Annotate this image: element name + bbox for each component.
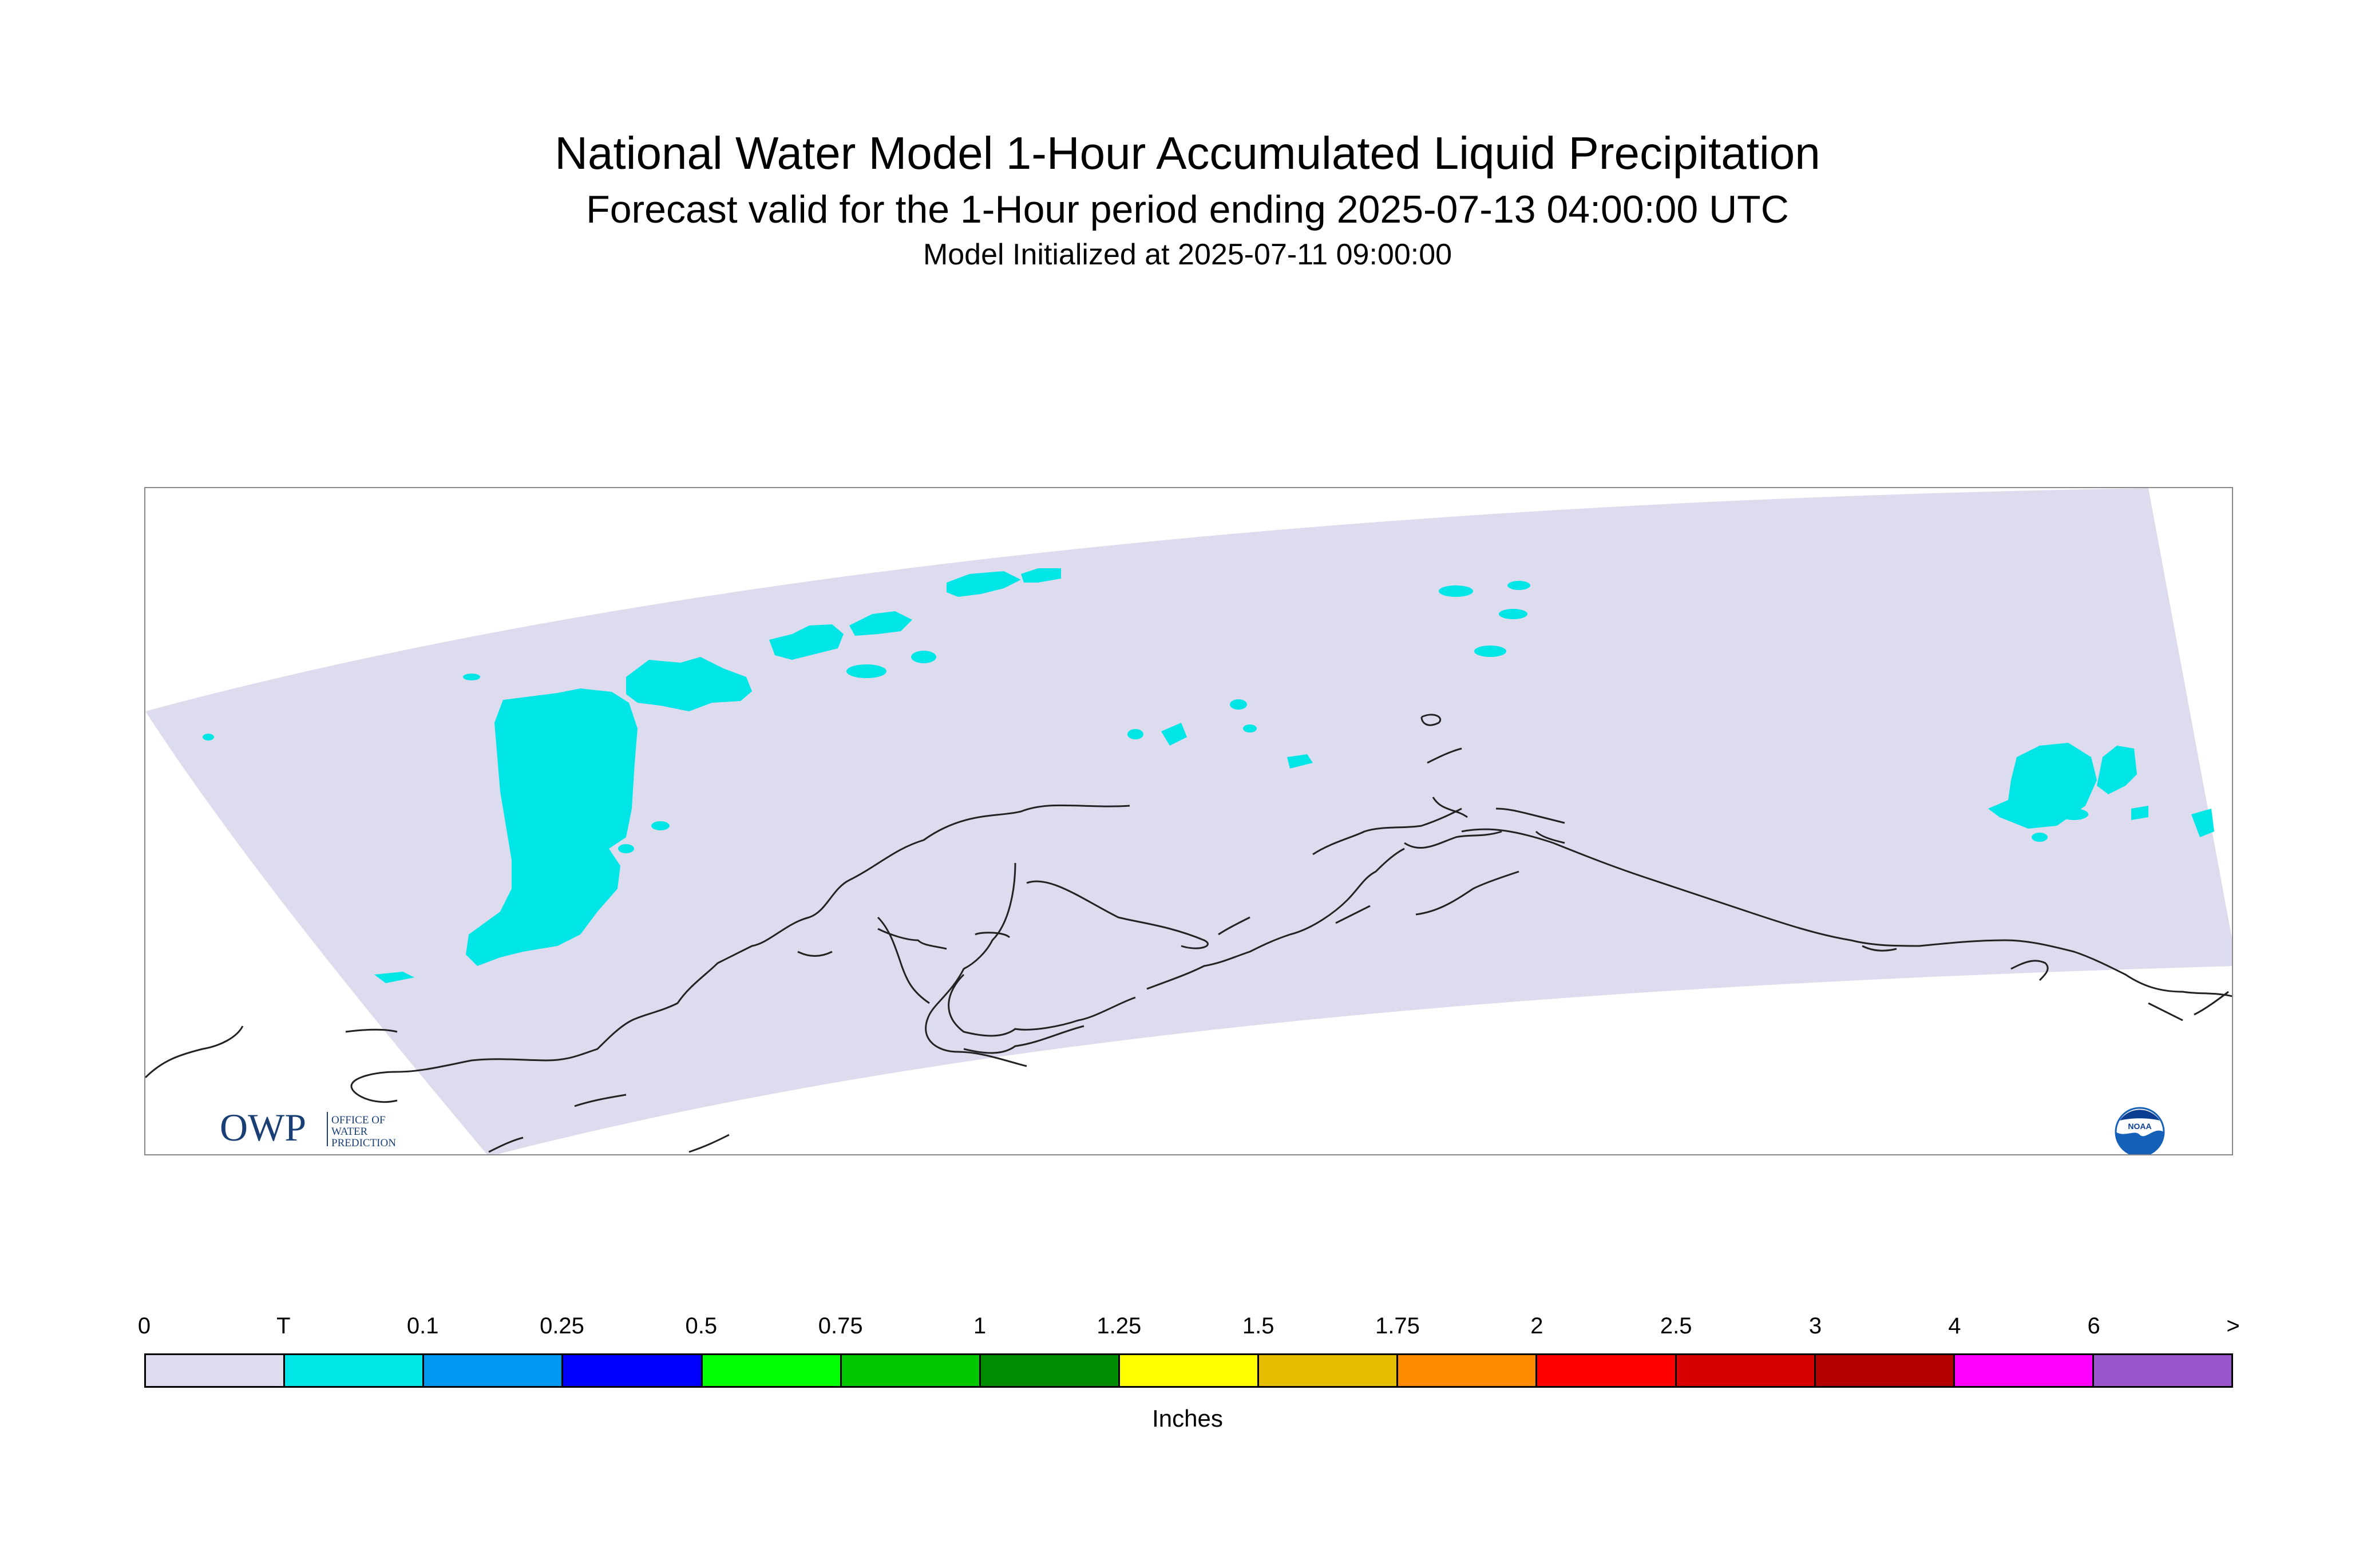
legend-swatch-14	[2093, 1355, 2232, 1386]
legend-tick-label: 2.5	[1660, 1313, 1692, 1339]
legend-swatch-9	[1398, 1355, 1538, 1386]
legend-tick-label: 1.75	[1375, 1313, 1420, 1339]
precipitation-map: OWP OFFICE OF WATER PREDICTION NOAA	[144, 487, 2233, 1155]
precip-cell-small-3	[846, 664, 886, 678]
precip-cell-mid-1	[1161, 723, 1187, 746]
legend-tick-label: 0.1	[406, 1313, 439, 1339]
precip-cell-small-12	[2060, 809, 2088, 820]
legend-tick-label: 6	[2087, 1313, 2100, 1339]
legend-tick-label: 1.5	[1242, 1313, 1274, 1339]
owp-logo-letters: OWP	[220, 1106, 306, 1149]
legend-tick-label: 0.5	[685, 1313, 718, 1339]
model-domain	[145, 488, 2232, 1154]
legend-swatch-6	[980, 1355, 1120, 1386]
noaa-logo-text: NOAA	[2128, 1122, 2151, 1131]
precip-cell-small-9	[1507, 581, 1530, 590]
precip-cell-east-2	[2097, 746, 2137, 794]
legend-swatch-7	[1119, 1355, 1260, 1386]
legend-swatch-11	[1676, 1355, 1816, 1386]
legend-swatch-3	[563, 1355, 703, 1386]
precip-cell-east-3	[2131, 806, 2148, 820]
precip-cell-mid-2	[1287, 754, 1313, 769]
legend-tick-labels: 0 T 0.1 0.25 0.5 0.75 1 1.25 1.5 1.75 2 2.5 3 4 6 >	[138, 1313, 2240, 1342]
precip-cell-north-5	[1021, 568, 1061, 583]
legend-swatch-4	[702, 1355, 842, 1386]
owp-logo-line1: OFFICE OF	[331, 1114, 386, 1126]
precip-cell-small-5	[1127, 729, 1143, 739]
map-subtitle: Forecast valid for the 1-Hour period end…	[586, 188, 1789, 231]
map-title: National Water Model 1-Hour Accumulated …	[555, 128, 1820, 179]
precipitation-areas	[203, 568, 2214, 983]
coastline	[145, 714, 2232, 1153]
precip-cell-small-2	[1474, 646, 1506, 657]
legend-swatch-8	[1259, 1355, 1399, 1386]
legend-swatch-13	[1954, 1355, 2094, 1386]
legend-colorbar	[144, 1353, 2233, 1388]
precip-cell-east-4	[2191, 809, 2214, 837]
precip-cell-small-15	[651, 821, 670, 830]
precip-cell-small-7	[1243, 724, 1257, 732]
precip-cell-east-cluster	[1988, 743, 2097, 829]
precip-cell-north-3	[849, 611, 912, 636]
precip-cell-north-4	[947, 571, 1021, 597]
legend-swatch-1	[285, 1355, 425, 1386]
precip-cell-small-14	[618, 844, 634, 853]
legend-swatch-10	[1537, 1355, 1677, 1386]
legend-tick-label: 0	[137, 1313, 151, 1339]
precip-cell-small-1	[1439, 585, 1473, 597]
legend-tick-label: 3	[1808, 1313, 1822, 1339]
precip-cell-small-10	[463, 674, 480, 680]
precip-cell-north-1	[626, 657, 752, 711]
legend-tick-label: 1	[973, 1313, 987, 1339]
precip-cell-western-band	[466, 688, 638, 966]
legend-units-label: Inches	[1152, 1405, 1223, 1432]
owp-logo-line2: WATER	[331, 1126, 368, 1138]
legend-swatch-0	[146, 1355, 286, 1386]
legend-tick-label: 2	[1530, 1313, 1543, 1339]
precip-cell-small-13	[2032, 833, 2048, 842]
legend-swatch-2	[424, 1355, 564, 1386]
precip-cell-small-8	[1499, 609, 1527, 619]
precip-cell-small-6	[1230, 699, 1247, 710]
model-init-line: Model Initialized at 2025-07-11 09:00:00	[923, 238, 1452, 271]
precip-cell-north-2	[769, 624, 844, 660]
legend-swatch-12	[1815, 1355, 1955, 1386]
map-canvas	[145, 488, 2232, 1154]
precip-cell-small-4	[911, 651, 936, 663]
owp-logo-line3: PREDICTION	[331, 1137, 396, 1149]
legend-tick-label: 0.75	[818, 1313, 863, 1339]
legend-tick-label: 4	[1948, 1313, 1961, 1339]
legend-tick-label: T	[276, 1313, 291, 1339]
legend-tick-label: >	[2226, 1313, 2240, 1339]
legend-tick-label: 1.25	[1097, 1313, 1142, 1339]
legend-swatch-5	[841, 1355, 981, 1386]
precip-cell-small-11	[203, 734, 214, 741]
precip-cell-south-west	[374, 972, 414, 983]
legend-tick-label: 0.25	[540, 1313, 584, 1339]
